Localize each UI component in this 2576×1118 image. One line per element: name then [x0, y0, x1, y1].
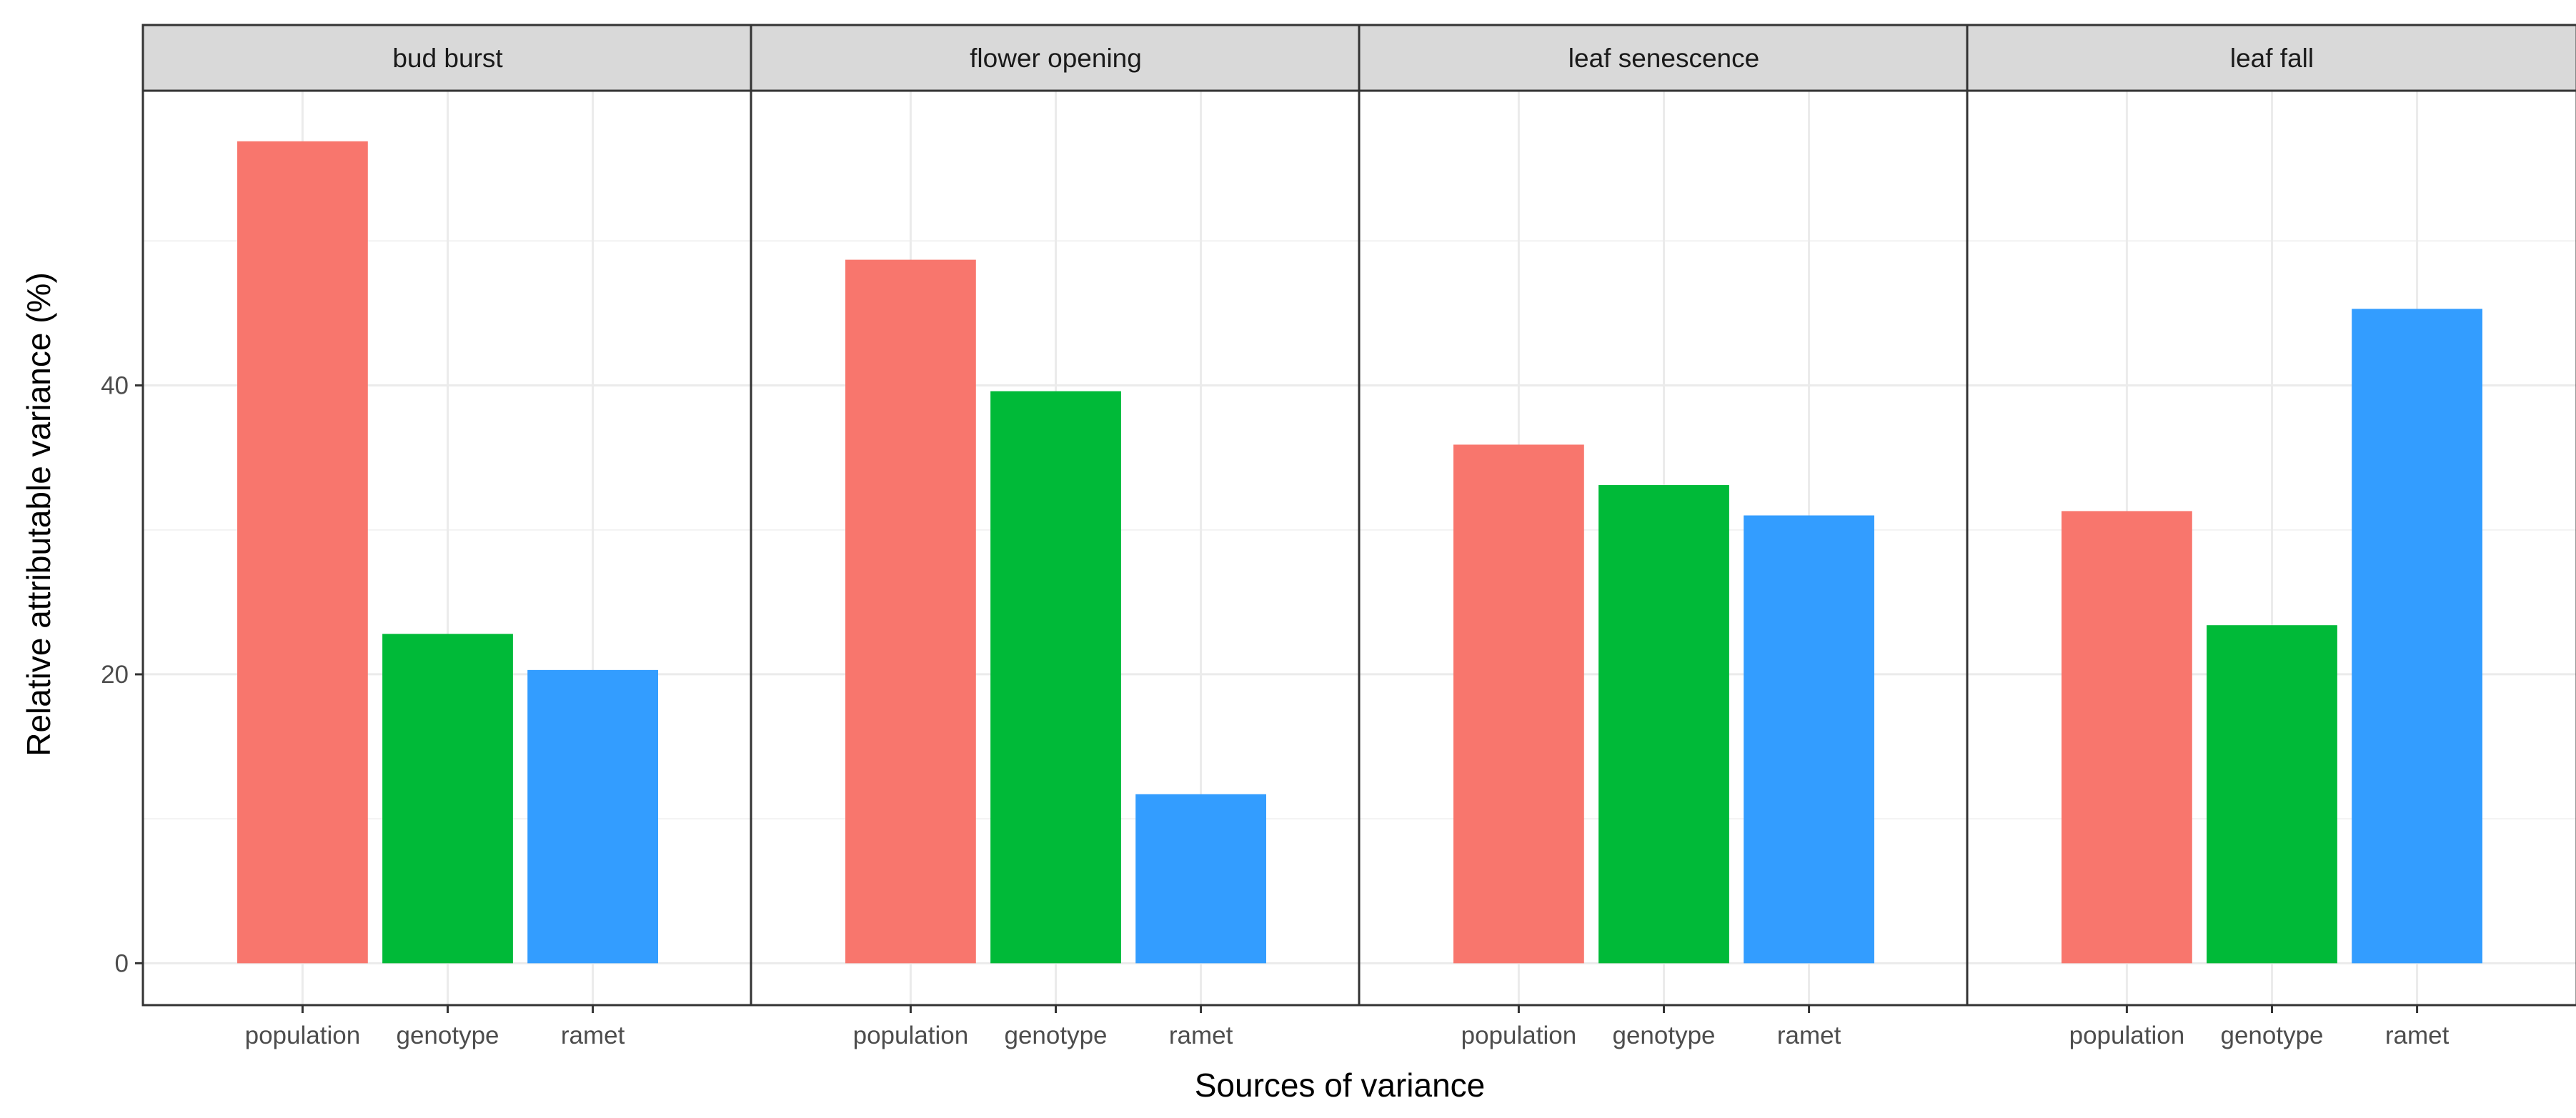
facet-strip-label: leaf senescence	[1568, 44, 1759, 73]
bar-ramet	[2352, 309, 2482, 964]
bar-ramet	[527, 669, 658, 964]
bar-genotype	[382, 634, 513, 964]
x-axis-title: Sources of variance	[1195, 1067, 1486, 1104]
x-tick-label: population	[853, 1022, 969, 1049]
x-tick-label: ramet	[1777, 1022, 1841, 1049]
x-tick-label: genotype	[1612, 1022, 1715, 1049]
bar-genotype	[1598, 485, 1729, 964]
x-tick-label: ramet	[561, 1022, 625, 1049]
bar-ramet	[1744, 515, 1874, 964]
y-tick-label: 40	[101, 372, 129, 400]
x-tick-label: population	[245, 1022, 361, 1049]
x-tick-label: population	[1461, 1022, 1577, 1049]
x-tick-label: genotype	[2220, 1022, 2323, 1049]
y-tick-label: 0	[115, 949, 129, 977]
bar-genotype	[990, 391, 1121, 964]
bar-population	[237, 141, 368, 964]
x-tick-label: ramet	[2385, 1022, 2450, 1049]
x-tick-label: genotype	[1004, 1022, 1107, 1049]
x-tick-label: ramet	[1169, 1022, 1233, 1049]
facet-strip	[750, 24, 1362, 92]
facet-panel-0: bud burst population genotype ramet	[141, 24, 754, 1049]
y-tick-label: 20	[101, 661, 129, 689]
facet-strip-label: leaf fall	[2230, 44, 2314, 73]
x-tick-label: population	[2069, 1022, 2185, 1049]
facet-strip	[1966, 24, 2576, 92]
bar-population	[845, 259, 976, 964]
facet-strip-label: flower opening	[970, 44, 1142, 73]
facet-panel-2: leaf senescence population genotype ramet	[1358, 24, 1970, 1049]
bar-ramet	[1135, 794, 1266, 964]
facet-panel-3: leaf fall population genotype ramet	[1966, 24, 2576, 1049]
facet-panel-1: flower opening population genotype ramet	[750, 24, 1362, 1049]
bar-population	[2062, 511, 2192, 964]
y-axis: 0 20 40	[101, 372, 143, 977]
bar-genotype	[2207, 625, 2337, 964]
x-tick-label: genotype	[396, 1022, 499, 1049]
y-axis-title: Relative attributable variance (%)	[20, 272, 57, 757]
bar-population	[1453, 444, 1584, 964]
facet-strip	[141, 24, 754, 92]
facet-strip-label: bud burst	[392, 44, 503, 73]
